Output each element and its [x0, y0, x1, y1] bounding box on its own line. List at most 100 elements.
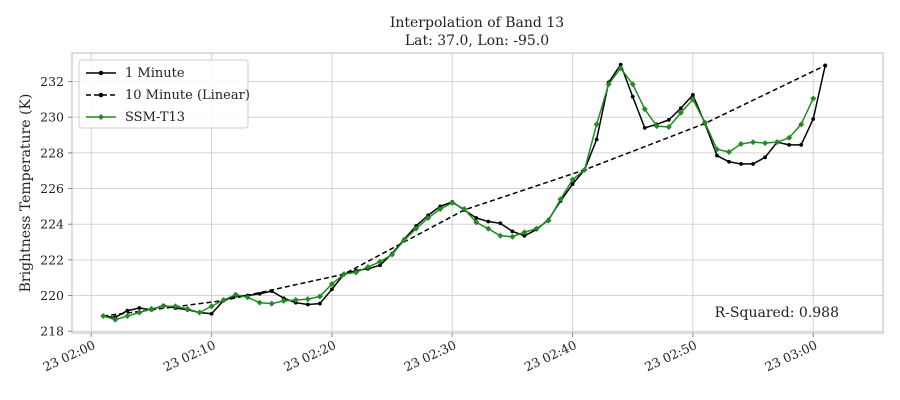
data-point-ssm-t13 — [148, 305, 155, 312]
data-point-ssm-t13 — [485, 225, 492, 232]
data-point-ssm-t13 — [232, 291, 239, 298]
data-point-ssm-t13 — [365, 264, 372, 271]
data-point-1-minute — [137, 306, 142, 310]
data-point-ssm-t13 — [545, 217, 552, 224]
data-point-ssm-t13 — [689, 96, 696, 103]
data-point-ssm-t13 — [112, 316, 119, 323]
y-tick-label: 220 — [40, 288, 64, 303]
series-layer — [100, 62, 828, 323]
data-point-1-minute — [799, 142, 804, 147]
data-point-ssm-t13 — [184, 305, 191, 312]
data-point-ssm-t13 — [425, 214, 432, 221]
legend-marker-ssm-t13 — [98, 114, 104, 120]
data-point-1-minute — [474, 216, 479, 220]
data-point-ssm-t13 — [581, 166, 588, 173]
series-line-ssm-t13 — [103, 67, 814, 321]
chart-subtitle: Lat: 37.0, Lon: -95.0 — [405, 33, 549, 49]
data-point-ssm-t13 — [593, 121, 600, 128]
legend-label-ssm-t13: SSM-T13 — [125, 110, 185, 125]
data-point-ssm-t13 — [617, 65, 624, 72]
plot-frame — [71, 52, 884, 334]
data-point-ssm-t13 — [328, 280, 335, 287]
data-point-ssm-t13 — [292, 297, 299, 304]
data-point-ssm-t13 — [774, 139, 781, 146]
data-point-ssm-t13 — [750, 139, 757, 146]
data-point-1-minute — [787, 142, 792, 147]
legend-box — [78, 59, 249, 129]
data-point-ssm-t13 — [401, 237, 408, 244]
data-point-1-minute — [209, 311, 214, 316]
data-point-1-minute — [269, 289, 274, 293]
data-point-1-minute — [715, 153, 719, 158]
data-point-1-minute — [727, 159, 731, 164]
data-point-ssm-t13 — [641, 106, 648, 113]
data-point-1-minute — [642, 126, 647, 130]
data-point-ssm-t13 — [738, 140, 745, 147]
data-point-ssm-t13 — [413, 225, 420, 232]
data-point-1-minute — [823, 63, 828, 68]
legend: 1 Minute 10 Minute (Linear) SSM-T13 — [78, 59, 250, 129]
data-point-1-minute — [330, 287, 334, 292]
data-point-ssm-t13 — [653, 123, 660, 130]
data-point-ssm-t13 — [461, 206, 468, 213]
data-point-ssm-t13 — [377, 258, 384, 265]
y-axis-label: Brightness Temperature (K) — [18, 94, 34, 293]
data-point-ssm-t13 — [449, 199, 456, 206]
data-point-ssm-t13 — [244, 294, 251, 301]
legend-marker-1-minute — [98, 70, 104, 76]
data-point-ssm-t13 — [196, 309, 203, 316]
y-tick-label: 228 — [40, 145, 64, 160]
y-tick-label: 224 — [40, 217, 64, 232]
data-point-ssm-t13 — [557, 196, 564, 203]
legend-label-1-minute: 1 Minute — [125, 66, 185, 81]
data-point-ssm-t13 — [473, 219, 480, 226]
y-tick-label: 226 — [40, 181, 64, 196]
data-point-ssm-t13 — [136, 309, 143, 316]
data-point-ssm-t13 — [172, 303, 179, 310]
y-tick-label: 232 — [40, 74, 64, 89]
data-point-ssm-t13 — [665, 124, 672, 131]
legend-label-10-minute-linear: 10 Minute (Linear) — [125, 88, 250, 103]
data-point-1-minute — [678, 106, 683, 111]
data-point-1-minute — [486, 219, 491, 224]
data-point-ssm-t13 — [304, 296, 311, 303]
data-point-1-minute — [305, 302, 310, 307]
data-point-ssm-t13 — [798, 121, 805, 128]
data-point-1-minute — [763, 155, 767, 160]
data-point-1-minute — [125, 308, 130, 313]
data-point-ssm-t13 — [352, 269, 359, 276]
data-point-ssm-t13 — [629, 81, 636, 88]
data-point-1-minute — [257, 291, 262, 296]
data-point-1-minute — [522, 233, 527, 238]
data-point-ssm-t13 — [316, 293, 323, 300]
legend-marker-10-minute-linear — [98, 92, 104, 98]
data-point-1-minute — [498, 221, 503, 226]
data-point-ssm-t13 — [124, 313, 131, 320]
data-point-ssm-t13 — [810, 95, 817, 102]
series-ssm-t13 — [100, 65, 817, 323]
data-point-ssm-t13 — [497, 232, 504, 239]
data-point-1-minute — [630, 94, 635, 99]
data-point-ssm-t13 — [100, 313, 107, 320]
data-point-ssm-t13 — [701, 119, 708, 126]
data-point-1-minute — [666, 117, 671, 122]
data-point-ssm-t13 — [389, 251, 396, 258]
data-point-ssm-t13 — [268, 300, 275, 307]
data-point-ssm-t13 — [725, 148, 732, 155]
y-tick-label: 222 — [40, 252, 64, 267]
data-point-ssm-t13 — [208, 303, 215, 310]
data-point-1-minute — [618, 62, 623, 67]
data-point-ssm-t13 — [256, 299, 263, 306]
data-point-1-minute — [739, 162, 743, 166]
data-point-ssm-t13 — [340, 271, 347, 278]
data-point-ssm-t13 — [713, 146, 720, 153]
data-point-ssm-t13 — [437, 206, 444, 213]
y-tick-label: 230 — [40, 110, 64, 125]
data-point-ssm-t13 — [533, 225, 540, 232]
data-point-ssm-t13 — [605, 81, 612, 88]
data-point-1-minute — [570, 182, 575, 186]
data-point-1-minute — [751, 162, 755, 166]
data-point-1-minute — [378, 263, 382, 268]
data-point-ssm-t13 — [677, 109, 684, 116]
